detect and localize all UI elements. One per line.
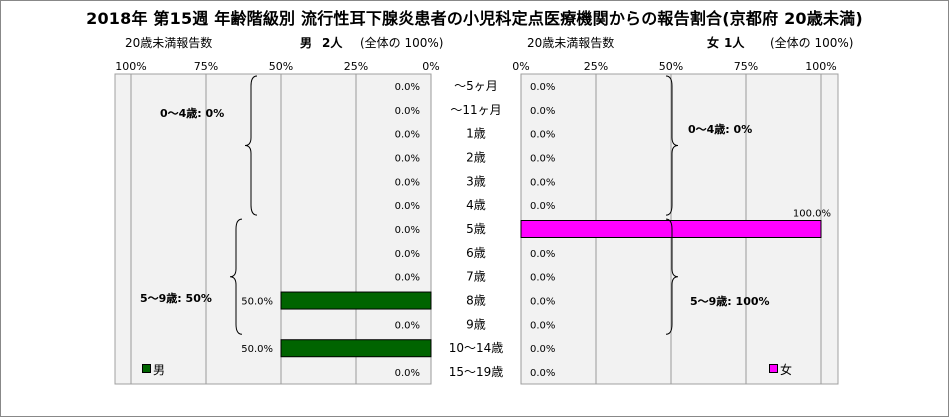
male-value-label: 0.0% xyxy=(395,106,420,117)
male-x-tick-label: 100% xyxy=(115,60,146,73)
female-legend-label: 女 xyxy=(780,363,793,377)
male-age-group-brace xyxy=(229,218,243,335)
female-legend-swatch xyxy=(769,364,778,373)
female-x-tick-label: 0% xyxy=(512,60,529,73)
female-value-label: 0.0% xyxy=(530,201,555,212)
left-sex-label: 男 xyxy=(300,36,313,50)
female-value-label: 100.0% xyxy=(793,209,831,220)
male-bar xyxy=(280,339,432,358)
male-plot-area xyxy=(114,73,432,385)
age-category-label: ～5ヶ月 xyxy=(454,79,498,93)
male-group-label-5-9: 5～9歳: 50% xyxy=(140,291,212,305)
female-value-label: 0.0% xyxy=(530,368,555,379)
female-x-tick-label: 100% xyxy=(805,60,836,73)
male-value-label: 0.0% xyxy=(395,249,420,260)
age-category-label: 3歳 xyxy=(466,174,486,188)
female-group-label-5-9: 5～9歳: 100% xyxy=(690,294,770,308)
male-value-label: 0.0% xyxy=(395,368,420,379)
female-value-label: 0.0% xyxy=(530,130,555,141)
male-legend-label: 男 xyxy=(153,363,166,377)
female-value-label: 0.0% xyxy=(530,249,555,260)
male-x-tick-label: 25% xyxy=(344,60,368,73)
female-value-label: 0.0% xyxy=(530,273,555,284)
female-group-label-0-4: 0～4歳: 0% xyxy=(688,122,752,136)
female-bar xyxy=(520,220,822,238)
chart-title: 2018年 第15週 年齢階級別 流行性耳下腺炎患者の小児科定点医療機関からの報… xyxy=(86,9,863,28)
male-x-tick-label: 50% xyxy=(269,60,293,73)
male-value-label: 0.0% xyxy=(395,153,420,164)
female-value-label: 0.0% xyxy=(530,82,555,93)
right-total-label: 1人 xyxy=(724,36,745,50)
right-count-label: 20歳未満報告数 xyxy=(527,36,615,50)
male-value-label: 0.0% xyxy=(395,320,420,331)
age-category-label: 2歳 xyxy=(466,150,486,164)
right-share-note: (全体の 100%) xyxy=(770,36,854,50)
age-category-label: 1歳 xyxy=(466,127,486,141)
male-value-label: 50.0% xyxy=(241,344,273,355)
age-category-label: 9歳 xyxy=(466,317,486,331)
age-category-label: 7歳 xyxy=(466,270,486,284)
male-legend-swatch xyxy=(142,364,151,373)
left-count-label: 20歳未満報告数 xyxy=(125,36,213,50)
male-legend: 男 xyxy=(142,361,165,378)
female-value-label: 0.0% xyxy=(530,153,555,164)
male-x-tick-label: 75% xyxy=(194,60,218,73)
left-share-note: (全体の 100%) xyxy=(360,36,444,50)
age-category-label: 15～19歳 xyxy=(449,365,504,379)
female-value-label: 0.0% xyxy=(530,177,555,188)
male-value-label: 0.0% xyxy=(395,177,420,188)
age-category-label: 4歳 xyxy=(466,198,486,212)
age-category-label: 8歳 xyxy=(466,294,486,308)
female-age-group-brace xyxy=(665,218,679,335)
right-sex-label: 女 xyxy=(707,36,720,50)
female-x-tick-label: 25% xyxy=(584,60,608,73)
left-total-label: 2人 xyxy=(322,36,343,50)
male-value-label: 0.0% xyxy=(395,225,420,236)
age-category-label: ～11ヶ月 xyxy=(450,103,501,117)
male-value-label: 50.0% xyxy=(241,297,273,308)
male-value-label: 0.0% xyxy=(395,130,420,141)
male-value-label: 0.0% xyxy=(395,201,420,212)
male-value-label: 0.0% xyxy=(395,273,420,284)
female-legend: 女 xyxy=(769,361,792,378)
female-value-label: 0.0% xyxy=(530,106,555,117)
female-age-group-brace xyxy=(665,75,679,216)
male-bar xyxy=(280,291,432,310)
female-value-label: 0.0% xyxy=(530,320,555,331)
female-value-label: 0.0% xyxy=(530,344,555,355)
female-value-label: 0.0% xyxy=(530,297,555,308)
age-category-label: 5歳 xyxy=(466,222,486,236)
female-x-tick-label: 75% xyxy=(734,60,758,73)
female-x-tick-label: 50% xyxy=(659,60,683,73)
male-group-label-0-4: 0～4歳: 0% xyxy=(160,106,224,120)
male-value-label: 0.0% xyxy=(395,82,420,93)
male-age-group-brace xyxy=(244,75,258,216)
age-category-label: 10～14歳 xyxy=(449,341,504,355)
male-x-tick-label: 0% xyxy=(422,60,439,73)
age-category-label: 6歳 xyxy=(466,246,486,260)
